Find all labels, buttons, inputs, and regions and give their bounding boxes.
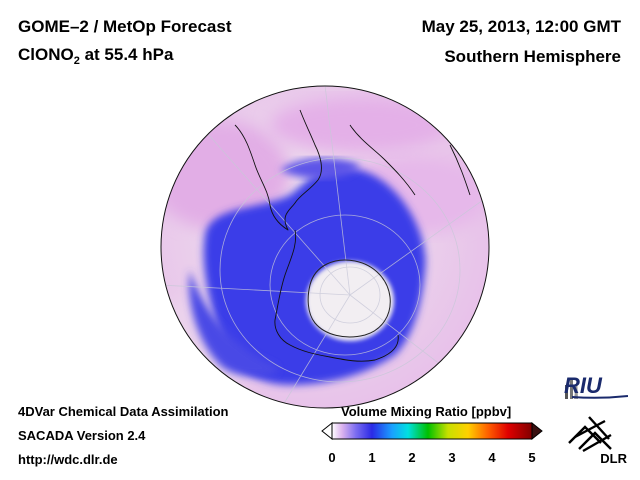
africa-coast bbox=[449, 144, 471, 196]
riu-logo-mark bbox=[565, 377, 578, 399]
blue-lobe-north bbox=[280, 158, 360, 180]
colorbar bbox=[321, 421, 543, 441]
footer-assimilation: 4DVar Chemical Data Assimilation bbox=[18, 404, 229, 419]
pressure-level: at 55.4 hPa bbox=[79, 45, 174, 64]
footer-url[interactable]: http://wdc.dlr.de bbox=[18, 452, 118, 467]
colorbar-tick-5: 5 bbox=[528, 450, 536, 465]
antarctic-peninsula-coast bbox=[274, 229, 399, 362]
riu-logo-underline bbox=[572, 395, 628, 399]
colorbar-gradient bbox=[331, 422, 533, 440]
species-subscript: 2 bbox=[73, 55, 80, 67]
colorbar-tick-2: 2 bbox=[408, 450, 416, 465]
colorbar-min-arrow bbox=[321, 421, 333, 441]
forecast-date: May 25, 2013, 12:00 GMT bbox=[421, 17, 621, 36]
atlantic-island-chain bbox=[349, 124, 416, 196]
blue-tongue-west bbox=[189, 270, 279, 377]
colorbar-tick-3: 3 bbox=[448, 450, 456, 465]
globe-map bbox=[160, 85, 490, 409]
hemisphere-label: Southern Hemisphere bbox=[444, 47, 621, 66]
polar-vortex-core bbox=[306, 261, 394, 341]
antarctica-outline bbox=[307, 259, 391, 338]
riu-logo-text: RIU bbox=[564, 373, 602, 398]
dlr-logo-icon bbox=[568, 416, 612, 453]
south-america-coast bbox=[234, 109, 322, 231]
page-title: GOME–2 / MetOp Forecast bbox=[18, 17, 232, 36]
colorbar-tick-1: 1 bbox=[368, 450, 376, 465]
colorbar-tick-0: 0 bbox=[328, 450, 336, 465]
globe-edge bbox=[160, 85, 490, 409]
dlr-logo-text: DLR bbox=[600, 451, 627, 466]
colorbar-max-arrow bbox=[531, 421, 543, 441]
colorbar-tick-4: 4 bbox=[488, 450, 496, 465]
australia-edge-coast bbox=[459, 344, 468, 391]
species-name: ClONO bbox=[18, 45, 74, 64]
pink-band-north bbox=[270, 97, 450, 153]
footer-version: SACADA Version 2.4 bbox=[18, 428, 146, 443]
graticule bbox=[161, 86, 489, 408]
colorbar-title: Volume Mixing Ratio [ppbv] bbox=[341, 404, 512, 419]
species-title: ClONO2 at 55.4 hPa bbox=[18, 45, 174, 67]
